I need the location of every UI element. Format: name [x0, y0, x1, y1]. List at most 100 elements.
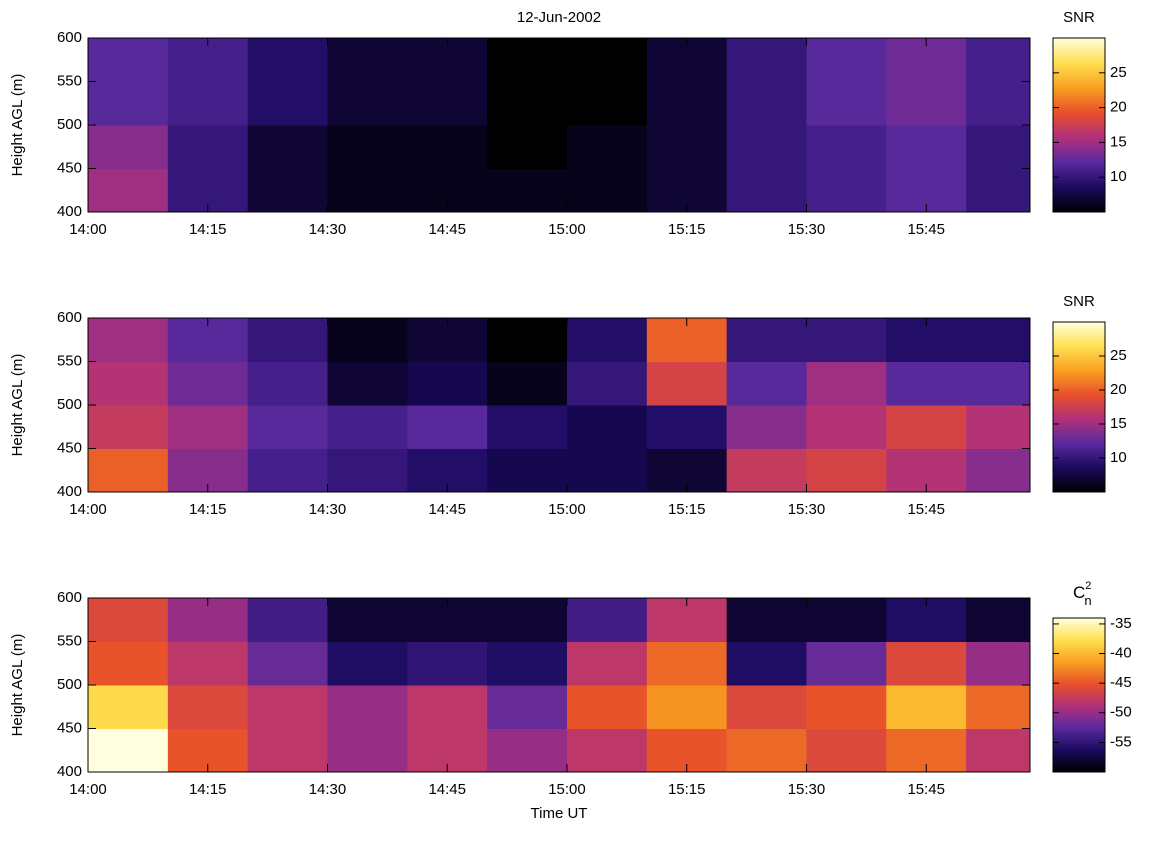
heatmap-cell: [566, 685, 648, 729]
heatmap-cell: [487, 38, 568, 82]
heatmap-cell: [726, 685, 807, 729]
heatmap-cell: [806, 448, 887, 493]
y-axis-label: Height AGL (m): [9, 634, 26, 737]
x-tick-label: 15:15: [668, 221, 706, 238]
heatmap-cell: [88, 81, 169, 126]
heatmap-cell: [167, 641, 249, 686]
heatmap-cell: [88, 318, 169, 362]
heatmap-cell: [806, 641, 887, 686]
heatmap-cell: [88, 448, 169, 493]
x-tick-label: 14:00: [69, 501, 107, 518]
colorbar-tick-label: 25: [1110, 64, 1127, 81]
x-tick-label: 14:30: [309, 501, 347, 518]
colorbar: [1052, 321, 1106, 493]
heatmap-cell: [726, 598, 807, 642]
heatmap-cell: [566, 448, 648, 493]
heatmap-cell: [726, 448, 807, 493]
colorbar-tick-label: -40: [1110, 645, 1132, 662]
heatmap-cell: [167, 361, 249, 406]
heatmap-cell: [726, 318, 807, 362]
heatmap-cell: [487, 318, 568, 362]
heatmap-cell: [646, 685, 728, 729]
x-tick-label: 14:15: [189, 781, 227, 798]
heatmap-cell: [327, 641, 408, 686]
heatmap-cell: [327, 38, 408, 82]
y-tick-label: 500: [57, 676, 82, 693]
heatmap-cell: [886, 361, 967, 406]
heatmap-cell: [886, 685, 967, 729]
heatmap-cell: [247, 361, 328, 406]
x-tick-label: 14:30: [309, 781, 347, 798]
colorbar-label: C2 n: [1073, 580, 1092, 609]
y-tick-label: 400: [57, 483, 82, 500]
colorbar-tick-label: 10: [1110, 168, 1127, 185]
heatmap-cell: [966, 125, 1031, 169]
heatmap-cell: [966, 38, 1031, 82]
heatmap-cell: [247, 318, 328, 362]
heatmap-cell: [327, 81, 408, 126]
heatmap-cell: [167, 685, 249, 729]
heatmap-cell: [327, 125, 408, 169]
heatmap-cell: [566, 641, 648, 686]
heatmap-cell: [566, 168, 648, 213]
heatmap-cell: [806, 318, 887, 362]
x-tick-label: 14:00: [69, 221, 107, 238]
heatmap-cell: [407, 641, 488, 686]
heatmap-cell: [886, 641, 967, 686]
heatmap-cell: [88, 728, 169, 773]
x-axis-label: Time UT: [531, 805, 588, 822]
heatmap-cell: [327, 361, 408, 406]
heatmap-cell: [487, 168, 568, 213]
heatmap-cell: [487, 641, 568, 686]
heatmap-cell: [806, 81, 887, 126]
heatmap-cell: [806, 38, 887, 82]
heatmap-cell: [247, 125, 328, 169]
heatmap-cell: [566, 361, 648, 406]
heatmap-cell: [646, 405, 728, 449]
heatmap-cell: [726, 125, 807, 169]
heatmap-cell: [487, 125, 568, 169]
heatmap-cell: [487, 81, 568, 126]
heatmap-cell: [487, 685, 568, 729]
x-tick-label: 15:30: [788, 221, 826, 238]
heatmap-cell: [327, 168, 408, 213]
colorbar: [1052, 37, 1106, 213]
colorbar-tick-label: -50: [1110, 704, 1132, 721]
colorbar-tick-label: -45: [1110, 674, 1132, 691]
heatmap-cell: [88, 598, 169, 642]
x-tick-label: 15:00: [548, 781, 586, 798]
heatmap-cell: [167, 81, 249, 126]
heatmap-cell: [88, 168, 169, 213]
heatmap-cell: [327, 728, 408, 773]
chart-title: 12-Jun-2002: [517, 9, 601, 26]
heatmap-cell: [806, 168, 887, 213]
x-tick-label: 15:45: [907, 501, 945, 518]
heatmap-cell: [966, 728, 1031, 773]
heatmap-cell: [88, 125, 169, 169]
heatmap-cell: [726, 81, 807, 126]
heatmap-cell: [806, 728, 887, 773]
heatmap-cell: [247, 81, 328, 126]
x-tick-label: 15:00: [548, 501, 586, 518]
heatmap-cell: [247, 168, 328, 213]
x-tick-label: 15:15: [668, 501, 706, 518]
heatmap-cell: [327, 405, 408, 449]
y-tick-label: 450: [57, 439, 82, 456]
heatmap-cell: [487, 728, 568, 773]
heatmap-cell: [407, 405, 488, 449]
x-tick-label: 15:30: [788, 781, 826, 798]
heatmap-cell: [886, 125, 967, 169]
colorbar-tick-label: 15: [1110, 415, 1127, 432]
heatmap-cell: [806, 125, 887, 169]
panel: 14:00 14:15 14:30 14:45 15:00 15:15 15:30 15:45…: [9, 9, 1127, 238]
heatmap-cell: [566, 405, 648, 449]
heatmap-cell: [806, 685, 887, 729]
x-tick-label: 14:45: [428, 501, 466, 518]
heatmap-cell: [566, 318, 648, 362]
colorbar-tick-label: 20: [1110, 381, 1127, 398]
heatmap-cell: [327, 685, 408, 729]
heatmap-cell: [966, 361, 1031, 406]
x-tick-label: 15:00: [548, 221, 586, 238]
x-tick-label: 14:45: [428, 221, 466, 238]
y-axis-label: Height AGL (m): [9, 354, 26, 457]
